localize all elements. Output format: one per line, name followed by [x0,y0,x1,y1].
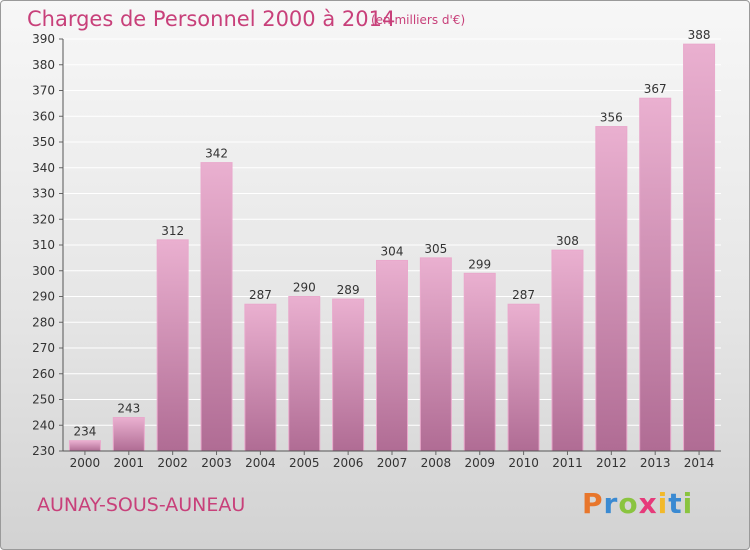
x-tick-label: 2013 [640,456,671,470]
bars-layer [68,43,716,452]
logo-letter: t [668,487,683,520]
data-label-2012: 356 [600,111,623,125]
bar-2009[interactable] [463,272,496,452]
y-tick-label: 330 [32,187,55,201]
bar-2000[interactable] [68,440,101,452]
data-label-2009: 299 [468,257,491,271]
logo-letter: x [638,487,658,520]
logo-letter: P [582,487,604,520]
bar-2010[interactable] [507,303,540,452]
logo-letter: i [657,487,669,520]
y-tick-label: 320 [32,212,55,226]
bar-2013[interactable] [639,97,672,452]
labels-layer: 234 243 312 342 287 290 289 304 305 299 287 308 356 3… [73,28,710,439]
bar-2011[interactable] [551,249,584,452]
axis-layer: 230 240 250 260 270 280 290 300 310 320 330 340 350 3… [32,32,721,470]
y-tick-label: 260 [32,367,55,381]
y-tick-label: 230 [32,444,55,458]
x-tick-label: 2007 [377,456,408,470]
data-label-2013: 367 [644,82,667,96]
data-label-2014: 388 [688,28,711,42]
data-label-2010: 287 [512,288,535,302]
x-tick-label: 2006 [333,456,364,470]
proxiti-logo[interactable]: Proxiti [582,487,693,520]
data-label-2002: 312 [161,224,184,238]
data-label-2007: 304 [381,244,404,258]
bar-2004[interactable] [244,303,277,452]
logo-letter: o [618,487,639,520]
x-tick-label: 2004 [245,456,276,470]
y-tick-label: 290 [32,290,55,304]
chart-subtitle: (en milliers d'€) [371,13,466,27]
x-tick-label: 2011 [552,456,583,470]
bar-2014[interactable] [683,43,716,452]
y-tick-label: 250 [32,393,55,407]
x-tick-label: 2012 [596,456,627,470]
y-tick-label: 300 [32,264,55,278]
x-tick-label: 2010 [508,456,539,470]
x-tick-label: 2014 [684,456,715,470]
data-label-2011: 308 [556,234,579,248]
logo-letter: i [682,487,694,520]
y-tick-label: 390 [32,32,55,46]
data-label-2000: 234 [73,425,96,439]
data-label-2004: 287 [249,288,272,302]
y-tick-label: 350 [32,135,55,149]
bar-2012[interactable] [595,126,628,452]
x-tick-label: 2001 [114,456,145,470]
x-tick-label: 2008 [421,456,452,470]
y-tick-label: 270 [32,341,55,355]
bar-2007[interactable] [376,259,408,452]
bar-2008[interactable] [419,257,452,452]
commune-name: AUNAY-SOUS-AUNEAU [37,494,246,516]
bar-2005[interactable] [288,296,321,452]
logo-letter: r [603,487,619,520]
data-label-2008: 305 [424,242,447,256]
data-label-2003: 342 [205,147,228,161]
y-tick-label: 340 [32,161,55,175]
data-label-2005: 290 [293,281,316,295]
bar-2003[interactable] [200,162,233,452]
x-tick-label: 2005 [289,456,320,470]
x-tick-label: 2003 [201,456,232,470]
y-tick-label: 310 [32,238,55,252]
y-tick-label: 240 [32,418,55,432]
x-tick-label: 2000 [70,456,101,470]
y-tick-label: 360 [32,109,55,123]
y-tick-label: 380 [32,58,55,72]
data-label-2006: 289 [337,283,360,297]
bar-2002[interactable] [156,239,189,452]
chart-title: Charges de Personnel 2000 à 2014 [27,7,396,31]
x-tick-label: 2002 [157,456,188,470]
bar-2006[interactable] [332,298,365,452]
bar-2001[interactable] [112,417,145,452]
y-tick-label: 370 [32,84,55,98]
data-label-2001: 243 [117,402,140,416]
y-tick-label: 280 [32,315,55,329]
x-tick-label: 2009 [464,456,495,470]
